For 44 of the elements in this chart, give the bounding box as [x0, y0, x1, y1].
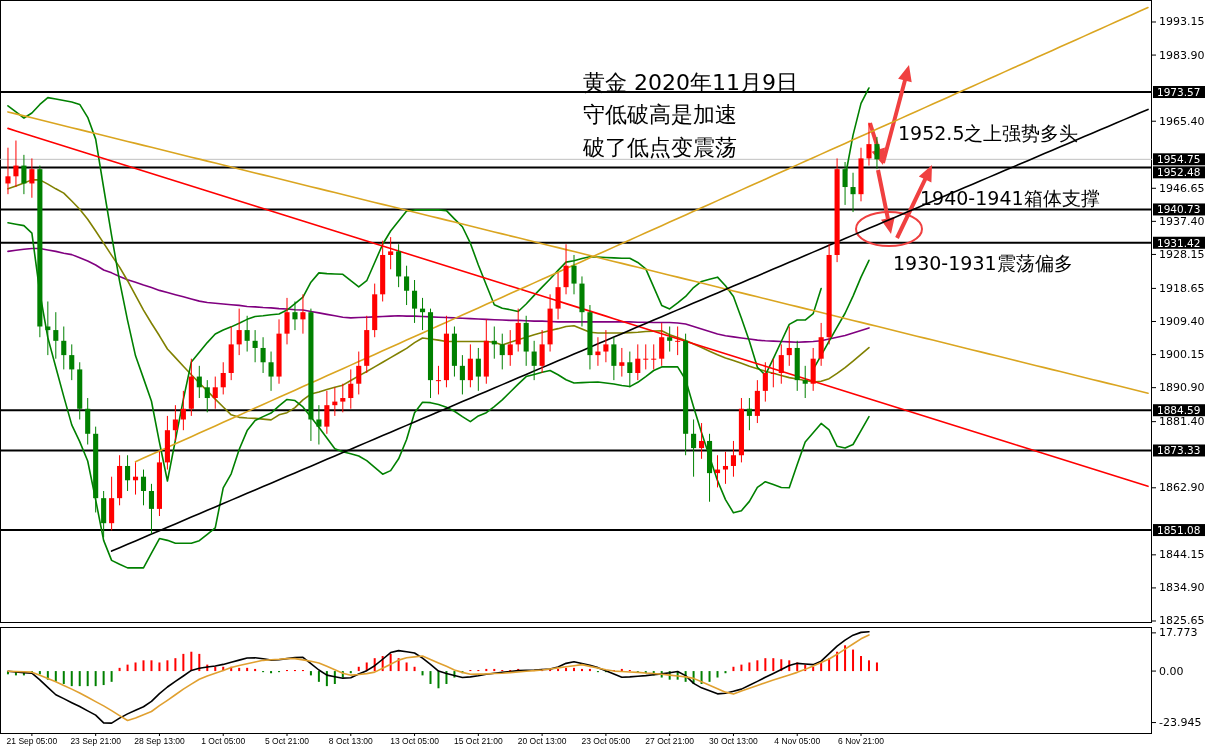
- y-tick-label: 1844.15: [1159, 548, 1205, 562]
- x-tick-label: 5 Oct 21:00: [265, 736, 310, 746]
- ref-line-label: 1954.75: [1157, 153, 1201, 166]
- y-tick-label: 1965.40: [1159, 114, 1205, 128]
- ref-line-label: 1851.08: [1157, 524, 1201, 537]
- y-tick-label: 1890.90: [1159, 381, 1205, 395]
- ref-line-label: 1973.57: [1157, 86, 1201, 99]
- x-tick-label: 28 Sep 13:00: [134, 736, 185, 746]
- annotation: 1952.5之上强势多头: [898, 122, 1079, 145]
- y-tick-label: 17.773: [1159, 626, 1198, 640]
- x-tick-label: 15 Oct 21:00: [454, 736, 503, 746]
- y-tick-label: 1909.40: [1159, 315, 1205, 328]
- x-tick-label: 27 Oct 21:00: [645, 736, 695, 746]
- y-tick-label: 1834.90: [1159, 581, 1205, 595]
- y-tick-label: 0.00: [1159, 664, 1184, 678]
- annotation: 守低破高是加速: [583, 101, 737, 127]
- y-tick-label: 1928.15: [1159, 247, 1205, 261]
- ref-line-label: 1931.42: [1157, 236, 1201, 249]
- y-tick-label: 1983.90: [1159, 48, 1205, 62]
- ref-line-label: 1873.33: [1157, 444, 1201, 457]
- x-tick-label: 23 Sep 21:00: [70, 736, 122, 746]
- x-tick-label: 6 Nov 21:00: [838, 736, 885, 746]
- y-tick-label: 1993.15: [1159, 15, 1205, 29]
- ref-line-label: 1952.48: [1157, 166, 1201, 179]
- x-tick-label: 13 Oct 05:00: [390, 736, 440, 746]
- y-tick-label: 1918.65: [1159, 281, 1205, 295]
- y-tick-label: -23.945: [1159, 716, 1202, 730]
- ref-line-label: 1940.73: [1157, 203, 1201, 216]
- annotation: 1930-1931震荡偏多: [893, 252, 1073, 275]
- y-tick-label: 1937.40: [1159, 214, 1205, 228]
- x-tick-label: 30 Oct 13:00: [709, 736, 759, 746]
- y-tick-label: 1946.65: [1159, 181, 1205, 195]
- y-tick-label: 1900.15: [1159, 348, 1205, 362]
- x-tick-label: 21 Sep 05:00: [6, 736, 58, 746]
- x-tick-label: 20 Oct 13:00: [517, 736, 567, 746]
- x-tick-label: 4 Nov 05:00: [774, 736, 821, 746]
- y-tick-label: 1825.65: [1159, 614, 1205, 628]
- y-tick-label: 1862.90: [1159, 481, 1205, 495]
- annotation: 破了低点变震荡: [582, 134, 737, 160]
- x-tick-label: 23 Oct 05:00: [581, 736, 631, 746]
- y-tick-label: 1881.40: [1159, 415, 1205, 429]
- ref-line-label: 1884.59: [1157, 404, 1201, 417]
- x-tick-label: 1 Oct 05:00: [201, 736, 246, 746]
- x-tick-label: 8 Oct 13:00: [328, 736, 374, 746]
